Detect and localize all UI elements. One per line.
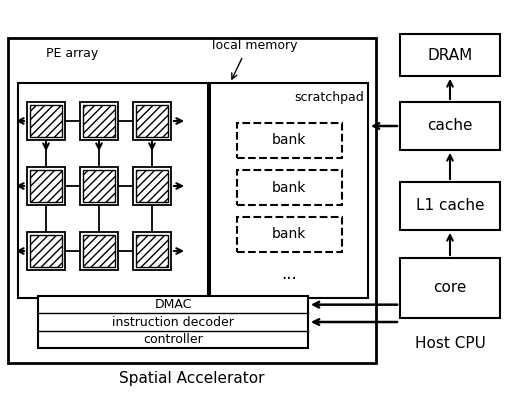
Bar xyxy=(18,83,208,298)
Bar xyxy=(80,232,118,270)
Bar xyxy=(83,235,115,267)
Bar xyxy=(27,102,65,140)
Text: bank: bank xyxy=(272,181,306,195)
Bar xyxy=(83,170,115,202)
Bar xyxy=(8,38,376,363)
Bar xyxy=(400,182,500,230)
Text: bank: bank xyxy=(272,228,306,242)
Text: local memory: local memory xyxy=(212,39,298,52)
Text: L1 cache: L1 cache xyxy=(416,199,484,213)
Text: core: core xyxy=(433,281,467,295)
Bar xyxy=(80,102,118,140)
Bar xyxy=(236,170,341,205)
Text: Host CPU: Host CPU xyxy=(415,336,485,351)
Bar xyxy=(133,102,171,140)
Bar xyxy=(30,235,62,267)
Bar xyxy=(133,167,171,205)
Bar xyxy=(38,296,308,348)
Text: scratchpad: scratchpad xyxy=(294,91,364,104)
Bar xyxy=(236,123,341,158)
Bar xyxy=(400,34,500,76)
Bar xyxy=(236,217,341,252)
Bar xyxy=(210,83,368,298)
Text: cache: cache xyxy=(427,119,473,133)
Bar xyxy=(27,232,65,270)
Bar xyxy=(136,105,168,137)
Bar xyxy=(400,102,500,150)
Bar xyxy=(133,232,171,270)
Text: PE array: PE array xyxy=(46,47,98,60)
Text: Spatial Accelerator: Spatial Accelerator xyxy=(119,371,265,386)
Text: DRAM: DRAM xyxy=(427,47,473,62)
Bar xyxy=(136,170,168,202)
Text: controller: controller xyxy=(143,333,203,346)
Bar xyxy=(27,167,65,205)
Text: bank: bank xyxy=(272,133,306,148)
Bar xyxy=(83,105,115,137)
Bar xyxy=(80,167,118,205)
Bar xyxy=(30,105,62,137)
Text: instruction decoder: instruction decoder xyxy=(112,316,234,328)
Bar xyxy=(136,235,168,267)
Bar xyxy=(30,170,62,202)
Text: ...: ... xyxy=(281,265,297,283)
Text: DMAC: DMAC xyxy=(154,298,192,311)
Bar xyxy=(400,258,500,318)
